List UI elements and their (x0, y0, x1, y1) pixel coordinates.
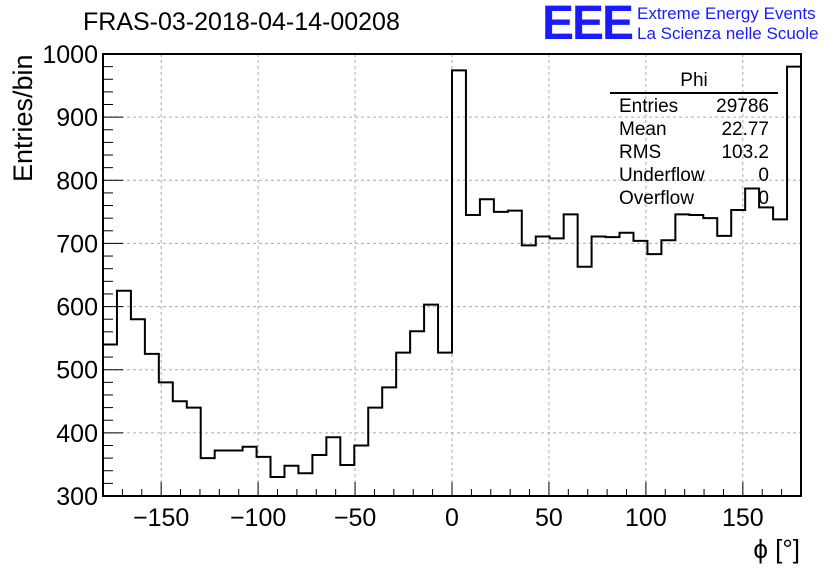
stats-value: 103.2 (721, 142, 769, 163)
stats-value: 22.77 (721, 119, 769, 140)
stats-label: RMS (619, 142, 662, 163)
x-tick-label: 100 (625, 504, 667, 532)
y-axis-label: Entries/bin (8, 54, 38, 182)
stats-row-overflow: Overflow 0 (610, 187, 778, 210)
y-tick-label: 500 (56, 357, 98, 385)
plot-frame (102, 53, 802, 497)
x-tick-label: −100 (230, 504, 286, 532)
stats-box: Phi Entries 29786 Mean 22.77 RMS 103.2 Unde… (610, 70, 778, 210)
histogram-line (103, 65, 801, 479)
stats-row-mean: Mean 22.77 (610, 118, 778, 141)
y-tick-label: 600 (56, 294, 98, 322)
stats-row-entries: Entries 29786 (610, 95, 778, 118)
x-tick-label: −50 (334, 504, 376, 532)
tick-labels: −150 −100 −50 0 50 100 150 300 400 500 600 700 800 90… (42, 41, 763, 532)
logo-line-1: Extreme Energy Events (637, 4, 816, 23)
stats-row-rms: RMS 103.2 (610, 141, 778, 164)
x-tick-label: 150 (722, 504, 764, 532)
stats-value: 0 (758, 165, 769, 186)
stats-row-underflow: Underflow 0 (610, 164, 778, 187)
y-tick-label: 300 (56, 483, 98, 511)
eee-logo: EEE (542, 0, 634, 50)
x-tick-label: −150 (133, 504, 189, 532)
chart-title: FRAS-03-2018-04-14-00208 (83, 8, 400, 36)
y-tick-label: 900 (56, 104, 98, 132)
y-tick-label: 1000 (42, 41, 98, 69)
stats-title: Phi (610, 70, 778, 94)
stats-label: Mean (619, 119, 667, 140)
y-tick-label: 700 (56, 230, 98, 258)
stats-value: 29786 (716, 96, 769, 117)
y-tick-label: 800 (56, 167, 98, 195)
y-tick-label: 400 (56, 420, 98, 448)
x-tick-label: 50 (535, 504, 563, 532)
stats-label: Overflow (619, 188, 694, 209)
logo-line-2: La Scienza nelle Scuole (637, 24, 819, 43)
stats-value: 0 (758, 188, 769, 209)
axis-ticks (102, 53, 802, 497)
stats-label: Underflow (619, 165, 705, 186)
stats-label: Entries (619, 96, 679, 117)
x-tick-label: 0 (445, 504, 459, 532)
x-axis-label: ϕ [°] (753, 534, 800, 564)
